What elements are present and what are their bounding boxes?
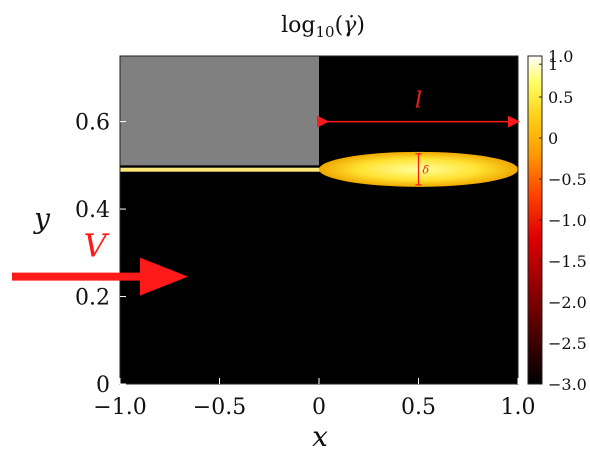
x-tick-label: 1.0 <box>501 395 536 420</box>
colorbar-tick-label: 1.0 <box>548 47 573 66</box>
colorbar-ticks: 1.01 0.5 0 −0.5 −1.0 −1.5 −2.0 −2.5 −3.0 <box>539 47 587 394</box>
annotations: l δ V <box>12 89 520 296</box>
y-tick-label: 0.2 <box>75 286 110 311</box>
solid-block <box>120 56 319 166</box>
x-axis-label: x <box>312 420 328 453</box>
chart-title: log10(γ̇) <box>281 13 365 41</box>
x-axis-ticks: −1.0 −0.5 0 0.5 1.0 <box>93 378 536 420</box>
length-label: l <box>415 89 422 114</box>
plot-area <box>119 55 519 385</box>
colorbar-tick-label: −2.0 <box>548 293 587 312</box>
y-axis-ticks: 0 0.2 0.4 0.6 <box>75 111 126 398</box>
velocity-label: V <box>83 227 109 265</box>
y-tick-label: 0 <box>96 373 110 398</box>
y-tick-label: 0.6 <box>75 111 110 136</box>
x-tick-label: 0.5 <box>401 395 436 420</box>
thin-shear-layer <box>120 167 325 172</box>
x-tick-label: 0 <box>312 395 326 420</box>
y-axis-label: y <box>32 202 51 235</box>
thickness-label: δ <box>423 163 430 176</box>
colorbar-tick-label: −0.5 <box>548 170 587 189</box>
colorbar: 1.01 0.5 0 −0.5 −1.0 −1.5 −2.0 −2.5 −3.0 <box>527 47 587 394</box>
colorbar-tick-label: −1.5 <box>548 252 587 271</box>
x-tick-label: −0.5 <box>193 395 246 420</box>
colorbar-tick-label: 0 <box>548 129 558 148</box>
colorbar-tick-label: −1.0 <box>548 211 587 230</box>
colorbar-tick-label: −3.0 <box>548 375 587 394</box>
velocity-arrow <box>12 257 188 296</box>
colorbar-tick-label: 0.5 <box>548 88 573 107</box>
y-tick-label: 0.4 <box>75 198 110 223</box>
colorbar-tick-label: −2.5 <box>548 334 587 353</box>
x-tick-label: −1.0 <box>93 395 146 420</box>
colorbar-tick-label: 1 <box>548 55 558 74</box>
